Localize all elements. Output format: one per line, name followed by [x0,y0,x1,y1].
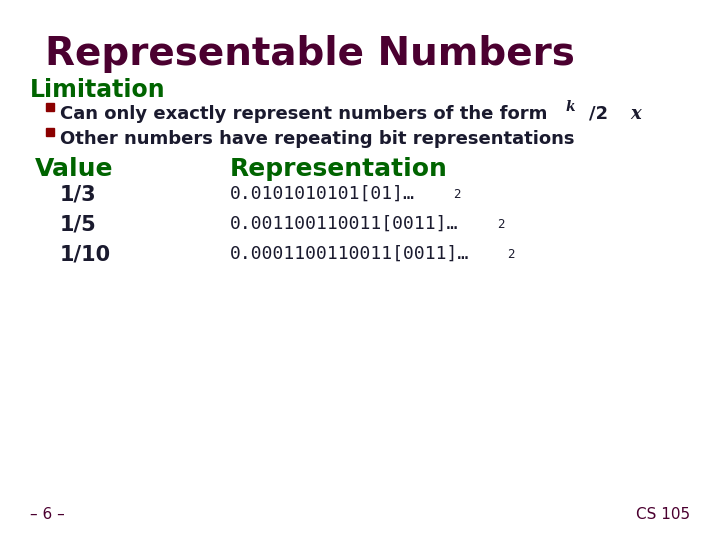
Text: 2: 2 [508,248,515,261]
Text: 1/5: 1/5 [60,215,96,235]
Bar [46,128,54,136]
Text: CS 105: CS 105 [636,507,690,522]
Text: Other numbers have repeating bit representations: Other numbers have repeating bit represe… [60,130,575,148]
Text: /2: /2 [589,105,608,123]
Text: 2: 2 [497,218,504,231]
Text: Representation: Representation [230,157,448,181]
Text: Can only exactly represent numbers of the form: Can only exactly represent numbers of th… [60,105,554,123]
Text: 0.0001100110011[0011]…: 0.0001100110011[0011]… [230,245,469,263]
Text: k: k [566,100,575,114]
Text: 2: 2 [453,188,461,201]
Text: 1/3: 1/3 [60,185,96,205]
Text: x: x [630,105,641,123]
Bar [46,103,54,111]
Text: Value: Value [35,157,114,181]
Text: 0.0101010101[01]…: 0.0101010101[01]… [230,185,415,203]
Text: 0.001100110011[0011]…: 0.001100110011[0011]… [230,215,459,233]
Text: 1/10: 1/10 [60,245,111,265]
Text: Limitation: Limitation [30,78,166,102]
Text: Representable Numbers: Representable Numbers [45,35,575,73]
Text: – 6 –: – 6 – [30,507,65,522]
